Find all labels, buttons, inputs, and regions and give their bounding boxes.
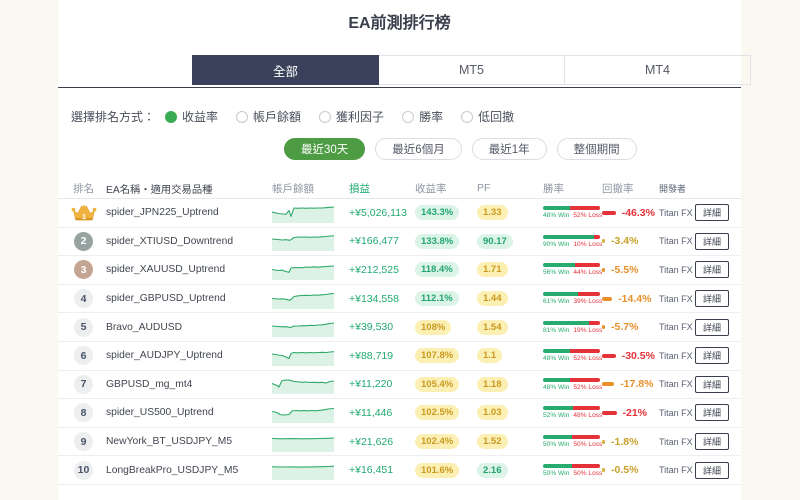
svg-text:1: 1 [81, 212, 85, 221]
